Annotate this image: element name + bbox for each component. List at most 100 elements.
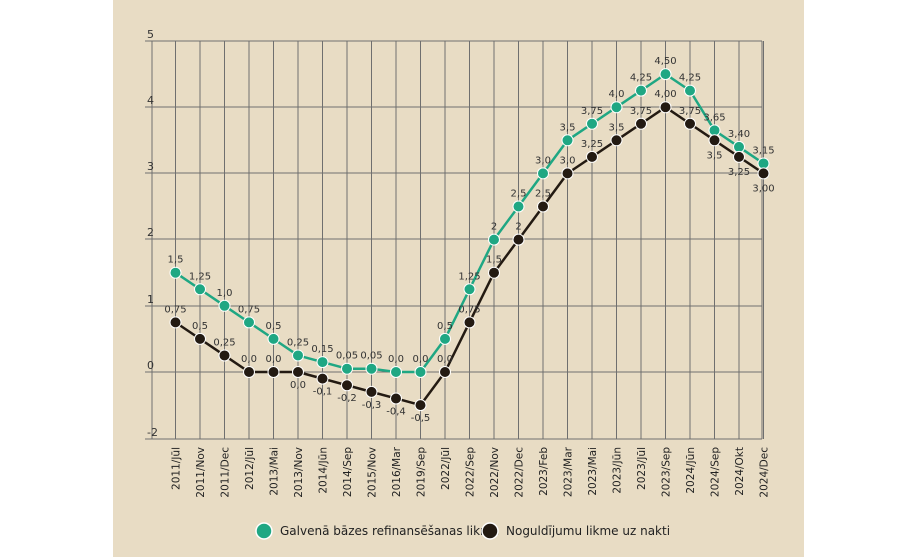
overnight-deposit-point — [488, 266, 500, 279]
overnight-deposit-point — [169, 316, 182, 329]
overnight-deposit-point — [463, 316, 476, 329]
x-tick-label: 2024/Sep — [710, 447, 722, 497]
x-tick-label: 2011/Nov — [195, 447, 207, 498]
overnight-deposit-point — [659, 101, 672, 114]
x-tick-label: 2019/Sep — [416, 447, 428, 497]
refinancing-rate-point — [586, 117, 598, 130]
refinancing-rate-point — [610, 101, 623, 114]
refinancing-rate-data-label: 4,25 — [630, 73, 652, 84]
overnight-deposit-point — [218, 349, 231, 362]
refinancing-rate-data-label: 0,25 — [287, 337, 309, 348]
refinancing-rate-point — [561, 134, 574, 147]
refinancing-rate-point — [267, 332, 280, 345]
x-tick-label: 2012/Jūl — [244, 447, 256, 490]
y-tick-label: 4 — [147, 94, 154, 107]
refinancing-rate-point — [292, 349, 304, 362]
x-tick-label: 2013/Nov — [293, 447, 305, 498]
overnight-deposit-data-label: 3,75 — [630, 106, 652, 117]
refinancing-rate-point — [537, 167, 549, 180]
x-tick-label: 2022/Dec — [514, 447, 526, 498]
refinancing-rate-data-label: 4,0 — [609, 89, 625, 100]
overnight-deposit-data-label: 3,00 — [752, 183, 774, 194]
overnight-deposit-data-label: -0,1 — [313, 387, 333, 398]
refinancing-rate-point — [733, 140, 745, 153]
refinancing-rate-data-label: 0,05 — [360, 351, 382, 362]
overnight-deposit-point — [414, 399, 427, 412]
x-tick-label: 2023/Mar — [563, 446, 575, 497]
refinancing-rate-data-label: 0,05 — [336, 351, 358, 362]
overnight-deposit-point — [341, 379, 353, 392]
overnight-deposit-data-label: 0,0 — [437, 354, 453, 365]
refinancing-rate-data-label: 1,25 — [189, 271, 211, 282]
overnight-deposit-data-label: 3,5 — [609, 122, 625, 133]
refinancing-rate-data-label: 3,5 — [560, 122, 576, 133]
legend-label-refinancing: Galvenā bāzes refinansēšanas likme — [280, 524, 499, 538]
overnight-deposit-point — [586, 150, 598, 163]
overnight-deposit-data-label: 0,0 — [290, 380, 306, 391]
y-tick-label: 1 — [147, 293, 154, 306]
refinancing-rate-point — [243, 316, 255, 329]
refinancing-rate-data-label: 1,5 — [168, 255, 184, 266]
overnight-deposit-data-label: 0,75 — [164, 304, 186, 315]
overnight-deposit-point — [733, 150, 745, 163]
overnight-deposit-data-label: 0,75 — [458, 304, 480, 315]
refinancing-rate-data-label: 3,75 — [581, 106, 603, 117]
refinancing-rate-point — [708, 124, 721, 137]
refinancing-rate-point — [488, 233, 500, 246]
x-tick-label: 2022/Nov — [489, 447, 501, 498]
refinancing-rate-point — [439, 332, 451, 345]
x-tick-label: 2023/Jūl — [636, 447, 648, 490]
overnight-deposit-data-label: 3,25 — [581, 139, 603, 150]
refinancing-rate-data-label: 3,15 — [752, 145, 774, 156]
overnight-deposit-point — [365, 385, 378, 398]
overnight-deposit-data-label: 4,00 — [654, 89, 676, 100]
refinancing-rate-data-label: 0,75 — [238, 304, 260, 315]
overnight-deposit-data-label: 3,0 — [560, 155, 576, 166]
overnight-deposit-data-label: -0,4 — [386, 406, 406, 417]
legend-label-deposit: Noguldījumu likme uz nakti — [506, 524, 670, 538]
overnight-deposit-point — [635, 117, 647, 130]
refinancing-rate-point — [218, 299, 231, 312]
x-tick-label: 2024/Jūn — [685, 447, 697, 494]
x-tick-label: 2023/Mai — [587, 447, 599, 496]
refinancing-rate-data-label: 1,25 — [458, 271, 480, 282]
refinancing-rate-data-label: 1,0 — [217, 288, 233, 299]
overnight-deposit-point — [512, 233, 525, 246]
refinancing-rate-point — [414, 366, 427, 378]
overnight-deposit-point — [194, 332, 206, 345]
refinancing-rate-point — [463, 283, 476, 296]
refinancing-rate-data-label: 0,0 — [413, 354, 429, 365]
overnight-deposit-data-label: 0,0 — [241, 354, 257, 365]
overnight-deposit-data-label: 3,75 — [679, 106, 701, 117]
x-tick-label: 2013/Mai — [269, 447, 281, 496]
overnight-deposit-point — [439, 366, 451, 378]
overnight-deposit-point — [708, 134, 721, 147]
x-tick-label: 2011/Dec — [220, 447, 232, 498]
overnight-deposit-point — [292, 366, 304, 378]
refinancing-rate-point — [341, 362, 353, 375]
refinancing-rate-data-label: 0,5 — [437, 321, 453, 332]
overnight-deposit-data-label: 3,25 — [728, 167, 750, 178]
x-tick-label: 2023/Jūn — [612, 447, 624, 494]
refinancing-rate-data-label: 2 — [491, 222, 497, 233]
refinancing-rate-data-label: 4,50 — [654, 56, 676, 67]
refinancing-rate-data-label: 0,15 — [311, 344, 333, 355]
overnight-deposit-data-label: 0,5 — [192, 321, 208, 332]
x-tick-label: 2023/Sep — [661, 447, 673, 497]
overnight-deposit-point — [267, 366, 280, 378]
refinancing-rate-data-label: 0,5 — [266, 321, 282, 332]
refinancing-rate-point — [659, 68, 672, 81]
overnight-deposit-data-label: 0,25 — [213, 337, 235, 348]
x-tick-label: 2014/Sep — [342, 447, 354, 497]
y-tick-label: 3 — [147, 160, 154, 173]
y-tick-label: 2 — [147, 226, 154, 239]
overnight-deposit-point — [561, 167, 574, 180]
x-tick-label: 2015/Nov — [367, 447, 379, 498]
refinancing-rate-point — [194, 283, 206, 296]
refinancing-rate-data-label: 4,25 — [679, 73, 701, 84]
overnight-deposit-data-label: 2,5 — [535, 189, 551, 200]
x-tick-label: 2011/Jūl — [171, 447, 183, 490]
overnight-deposit-point — [390, 392, 402, 405]
overnight-deposit-point — [684, 117, 696, 130]
